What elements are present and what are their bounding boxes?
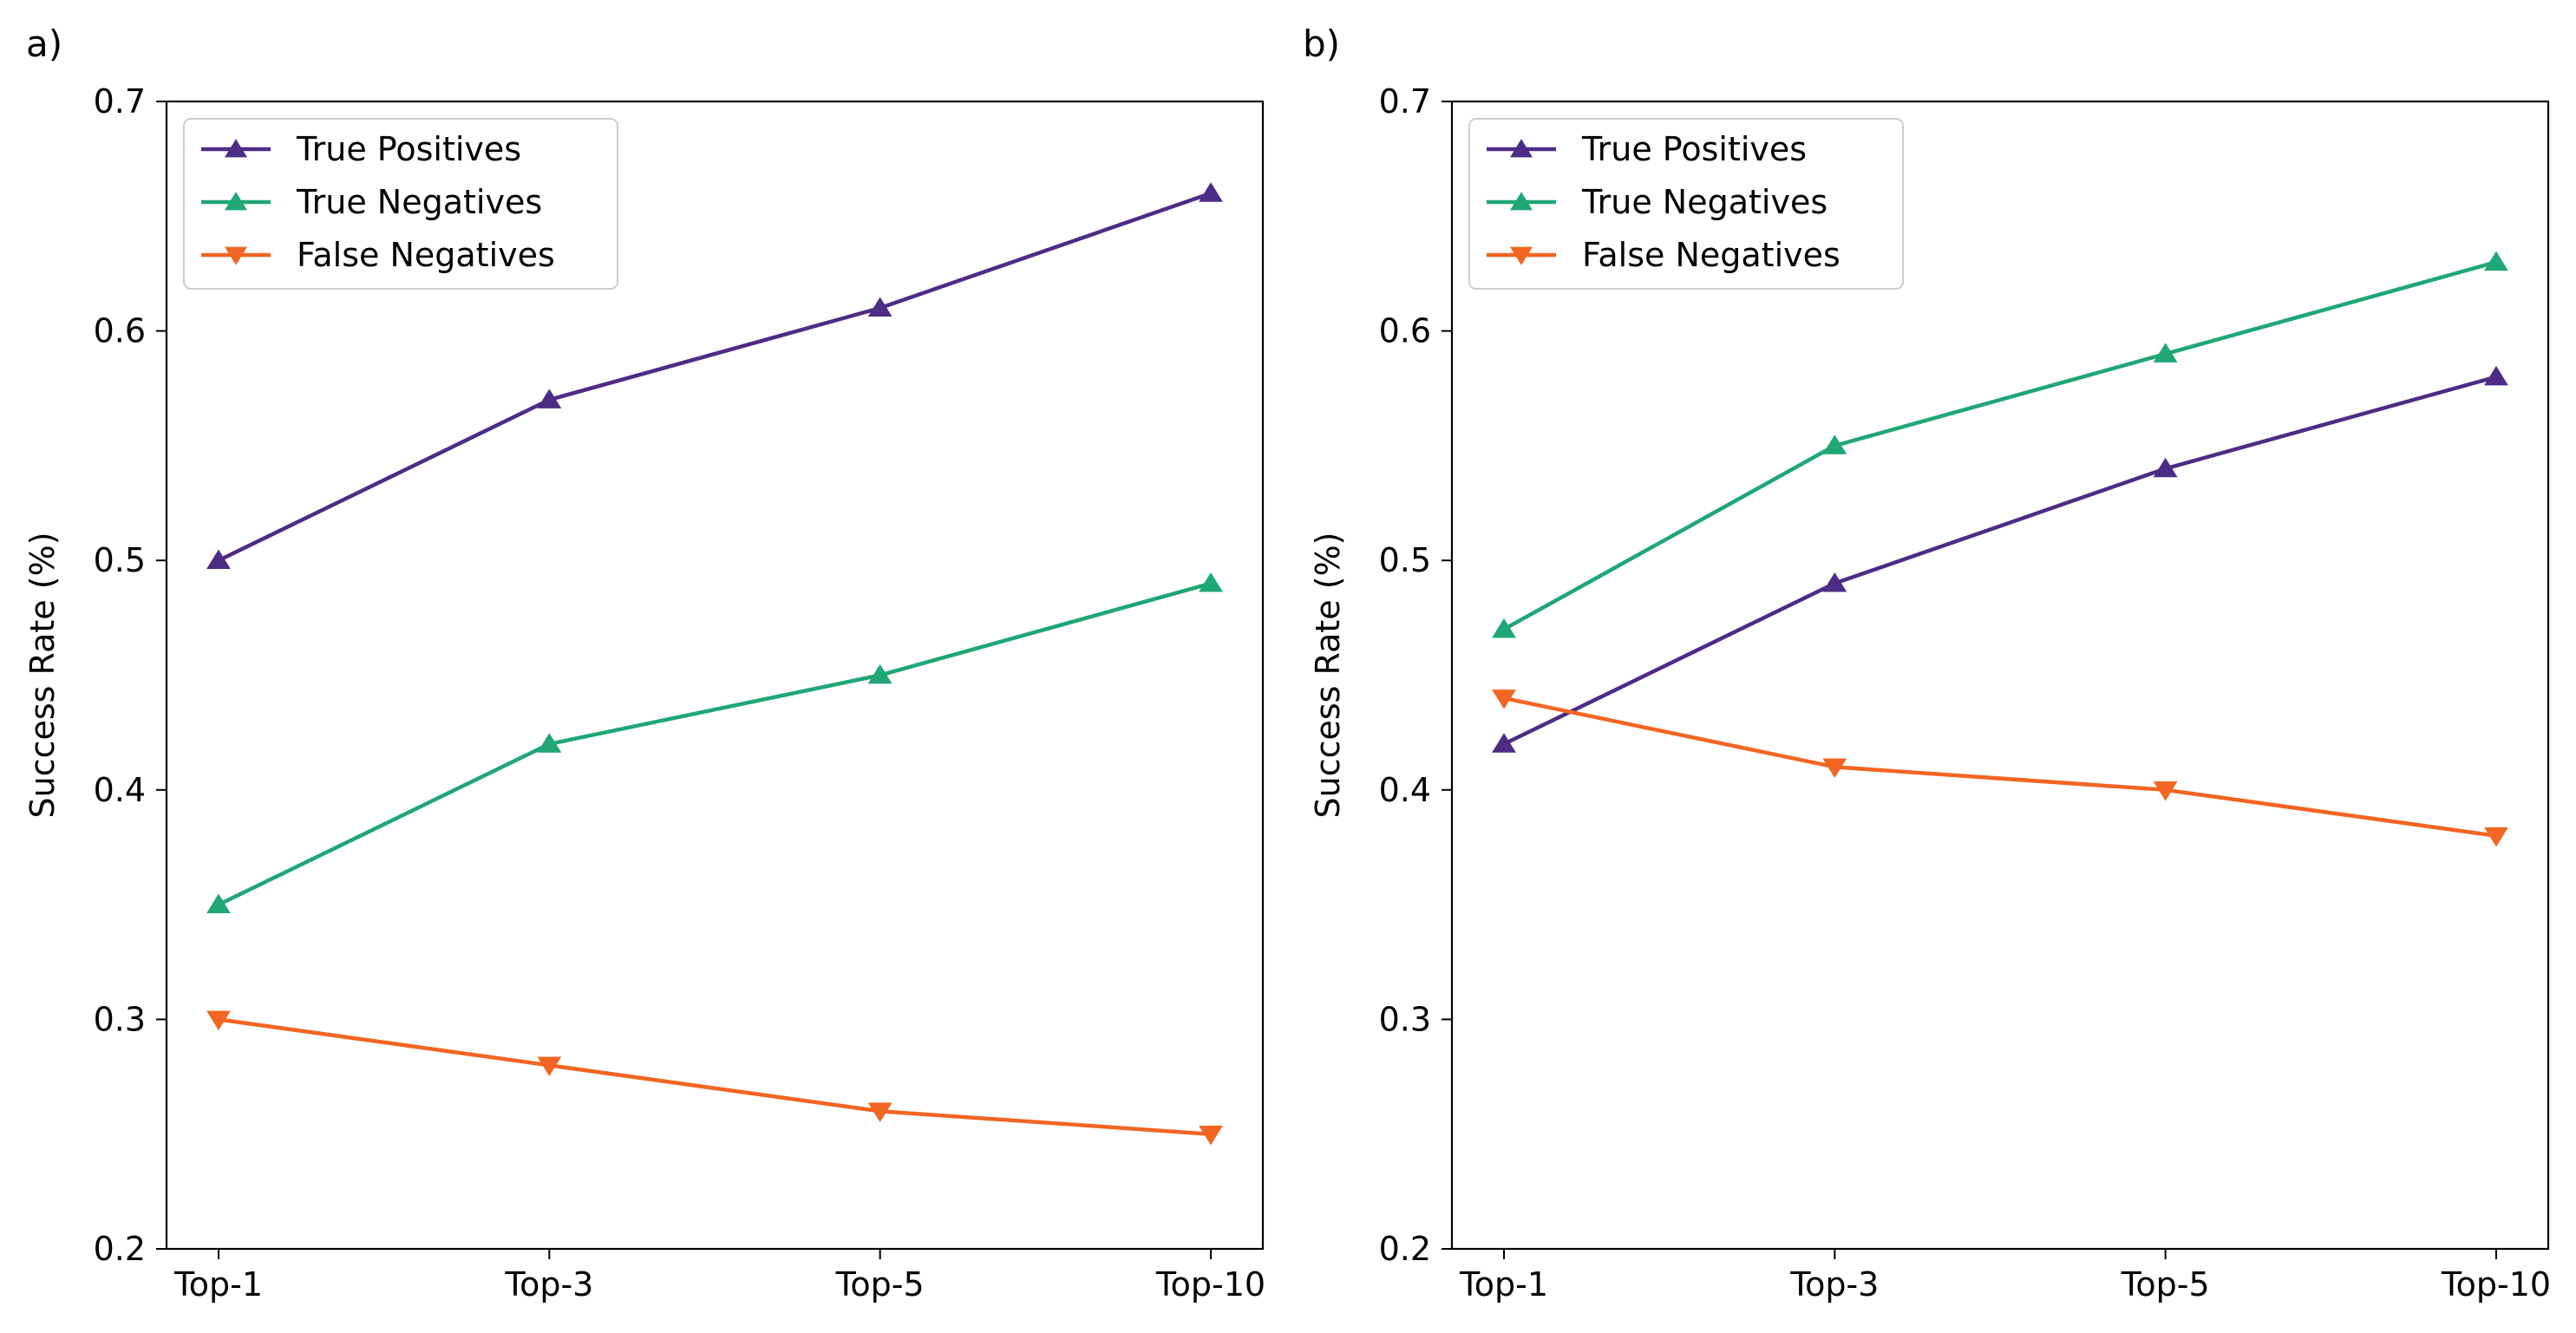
series-line — [1503, 696, 2497, 838]
y-tick-label: 0.3 — [1379, 1000, 1431, 1038]
data-point — [2484, 365, 2508, 386]
y-axis-label: Success Rate (%) — [1309, 532, 1347, 818]
series-0 — [206, 182, 1223, 570]
data-point — [1822, 572, 1847, 592]
legend-item: True Positives — [1487, 130, 1807, 168]
data-point — [206, 549, 231, 570]
data-point — [2153, 457, 2178, 478]
data-point — [2484, 251, 2508, 271]
legend-item: False Negatives — [1487, 236, 1840, 274]
data-point — [2484, 827, 2508, 847]
y-tick-label: 0.5 — [94, 541, 146, 579]
data-point — [867, 1102, 892, 1122]
axes-frame — [1450, 100, 2550, 1251]
legend-marker — [1510, 192, 1533, 211]
y-tick-label: 0.6 — [1379, 312, 1431, 350]
y-axis-label: Success Rate (%) — [23, 532, 62, 818]
legend-marker — [1510, 139, 1533, 158]
legend-item: False Negatives — [201, 236, 555, 274]
legend-marker — [225, 139, 247, 158]
legend-marker — [225, 246, 247, 265]
series-line — [218, 1017, 1212, 1136]
x-tick-label: Top-5 — [2121, 1265, 2210, 1304]
y-tick-label: 0.6 — [94, 312, 146, 350]
series-2 — [1492, 689, 2508, 847]
data-point — [1492, 689, 1516, 709]
data-point — [1492, 617, 1516, 638]
data-point — [537, 1056, 562, 1076]
legend: True Positives True Negatives False Negati… — [1468, 118, 1904, 290]
data-point — [206, 1010, 231, 1031]
data-point — [537, 733, 562, 753]
series-line — [218, 581, 1212, 907]
series-2 — [206, 1010, 1223, 1146]
legend-label: True Positives — [296, 130, 521, 168]
data-point — [867, 297, 892, 317]
y-tick-label: 0.7 — [94, 82, 146, 121]
legend-frame — [183, 118, 618, 290]
panel-label: b) — [1303, 23, 1340, 65]
legend-item: True Negatives — [201, 183, 542, 221]
legend-item: True Negatives — [1487, 183, 1827, 221]
y-tick-label: 0.4 — [94, 771, 146, 809]
data-point — [206, 893, 231, 913]
x-tick-label: Top-5 — [835, 1265, 925, 1304]
x-tick-label: Top-10 — [1155, 1265, 1265, 1304]
series-1 — [1492, 251, 2508, 638]
x-tick-label: Top-3 — [504, 1265, 593, 1304]
x-tick-label: Top-3 — [1789, 1265, 1879, 1304]
data-point — [2153, 343, 2178, 363]
series-0 — [1492, 365, 2508, 753]
series-line — [1502, 260, 2497, 631]
data-point — [1199, 572, 1223, 592]
legend-marker — [1510, 246, 1533, 265]
y-tick-label: 0.2 — [1379, 1230, 1431, 1268]
x-tick-label: Top-1 — [173, 1265, 263, 1304]
legend-label: False Negatives — [297, 236, 555, 274]
legend-label: True Negatives — [1581, 183, 1827, 221]
legend-frame — [1468, 118, 1904, 290]
series-line — [1503, 375, 2497, 746]
data-point — [2153, 781, 2178, 801]
data-point — [867, 663, 892, 684]
legend-item: True Positives — [201, 130, 521, 168]
data-point — [1199, 1125, 1223, 1146]
x-tick-label: Top-10 — [2441, 1265, 2551, 1304]
chart-panel-b: b) 0.2 0.3 0.4 0.5 0.6 0.7 Top-1 Top-3 Top-5 Top-1… — [1303, 23, 2551, 1304]
data-point — [1822, 758, 1847, 778]
y-tick-label: 0.4 — [1379, 771, 1431, 809]
axes-frame — [165, 100, 1265, 1251]
panel-label: a) — [26, 23, 62, 65]
chart-panel-a: a) 0.2 0.3 0.4 0.5 0.6 0.7 Top-1 Top-3 Top-5 Top-1… — [23, 23, 1265, 1304]
legend-marker — [225, 192, 247, 211]
y-tick-label: 0.5 — [1379, 541, 1431, 579]
y-tick-label: 0.2 — [94, 1230, 146, 1268]
data-point — [1822, 435, 1847, 454]
data-point — [1199, 182, 1223, 202]
y-tick-label: 0.3 — [94, 1000, 146, 1038]
data-point — [537, 389, 562, 408]
series-1 — [206, 572, 1223, 913]
data-point — [1492, 733, 1516, 753]
series-line — [218, 191, 1212, 563]
legend-label: True Negatives — [296, 183, 542, 221]
x-tick-label: Top-1 — [1459, 1265, 1548, 1304]
legend-label: False Negatives — [1582, 236, 1840, 274]
legend: True Positives True Negatives False Negati… — [183, 118, 618, 290]
legend-label: True Positives — [1581, 130, 1807, 168]
y-tick-label: 0.7 — [1379, 82, 1431, 121]
